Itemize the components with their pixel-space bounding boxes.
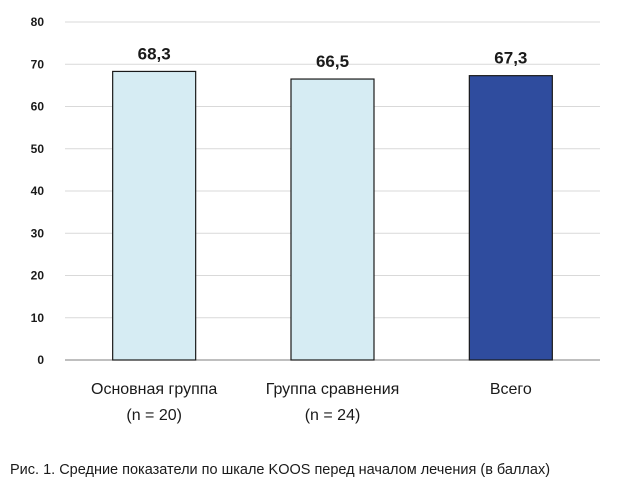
y-tick-label: 0 [37, 353, 44, 367]
y-tick-label: 80 [31, 15, 45, 29]
x-category-label: Основная группа [91, 381, 217, 398]
y-tick-label: 70 [31, 57, 45, 71]
bar-chart: 0 10 20 30 40 50 60 70 80 68,3 66,5 67,3 Основная … [31, 15, 600, 424]
value-label: 68,3 [138, 44, 171, 63]
bar-2 [290, 78, 375, 361]
y-tick-label: 20 [31, 269, 45, 283]
x-category-label: Всего [490, 381, 532, 398]
x-axis-categories: Основная группа (n = 20) Группа сравнения (… [91, 381, 532, 424]
x-category-label: (n = 20) [126, 407, 182, 424]
y-tick-label: 50 [31, 142, 45, 156]
y-tick-label: 60 [31, 100, 45, 114]
value-labels: 68,3 66,5 67,3 [138, 44, 528, 71]
bars [112, 70, 553, 361]
y-tick-label: 40 [31, 184, 45, 198]
y-axis: 0 10 20 30 40 50 60 70 80 [31, 15, 45, 367]
y-tick-label: 30 [31, 226, 45, 240]
x-category-label: (n = 24) [305, 407, 361, 424]
figure-caption: Рис. 1. Средние показатели по шкале KOOS… [10, 462, 551, 478]
bar-1 [112, 70, 197, 361]
bar-3 [468, 75, 553, 361]
value-label: 67,3 [494, 49, 527, 68]
value-label: 66,5 [316, 52, 349, 71]
y-tick-label: 10 [31, 311, 45, 325]
x-category-label: Группа сравнения [266, 381, 400, 398]
